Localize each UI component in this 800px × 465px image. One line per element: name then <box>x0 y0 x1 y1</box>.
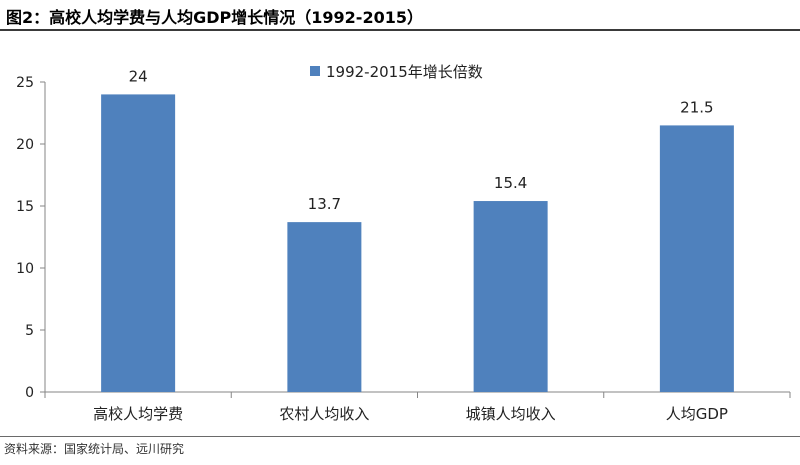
y-tick-label: 15 <box>16 199 34 215</box>
chart-title: 图2：高校人均学费与人均GDP增长情况（1992-2015） <box>6 8 423 27</box>
data-label: 13.7 <box>308 195 341 213</box>
bar <box>659 125 734 393</box>
x-category-label: 人均GDP <box>666 405 728 423</box>
y-tick-label: 25 <box>16 75 34 91</box>
source-note: 资料来源：国家统计局、远川研究 <box>4 442 185 456</box>
title-divider <box>0 29 800 31</box>
x-axis: 高校人均学费 农村人均收入 城镇人均收入 人均GDP <box>44 391 791 423</box>
bars: 24 13.7 15.4 21.5 <box>101 67 734 393</box>
y-tick-label: 5 <box>25 323 34 339</box>
source-divider <box>0 436 800 437</box>
bar <box>473 201 548 392</box>
x-category-label: 高校人均学费 <box>93 405 183 423</box>
legend: 1992-2015年增长倍数 <box>310 63 483 81</box>
x-category-label: 农村人均收入 <box>279 405 369 423</box>
data-label: 21.5 <box>680 98 713 116</box>
y-tick-label: 0 <box>25 385 34 401</box>
data-label: 15.4 <box>494 174 527 192</box>
legend-swatch <box>310 66 320 76</box>
y-axis: 0 5 10 15 20 25 <box>16 75 46 401</box>
x-category-label: 城镇人均收入 <box>466 405 556 423</box>
bar-chart: 0 5 10 15 20 25 高校人均学费 农村人均收入 城镇人均收入 人均GDP 24 13.… <box>16 63 791 423</box>
y-tick-label: 20 <box>16 137 34 153</box>
legend-label: 1992-2015年增长倍数 <box>326 63 483 81</box>
bar <box>101 94 176 393</box>
bar <box>287 222 362 392</box>
y-tick-label: 10 <box>16 261 34 277</box>
data-label: 24 <box>129 67 148 85</box>
